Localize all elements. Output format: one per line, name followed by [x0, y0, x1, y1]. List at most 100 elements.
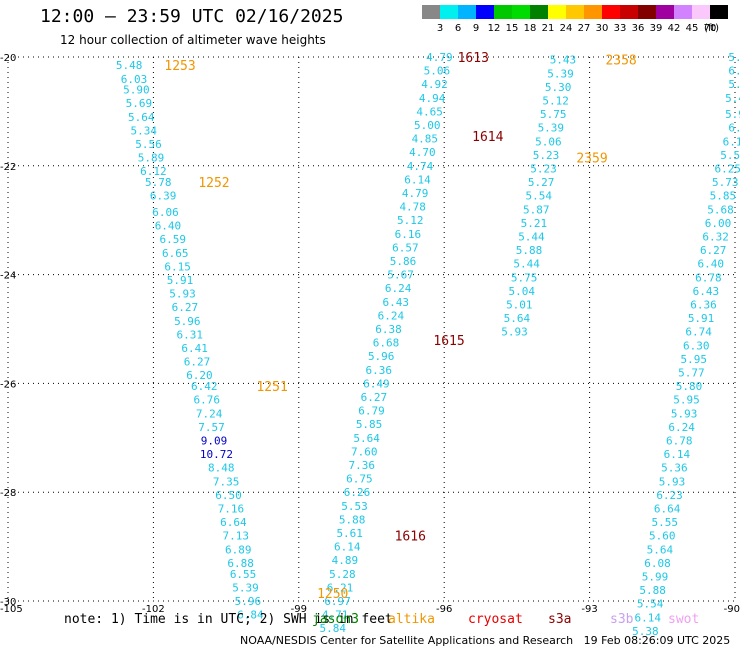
wave-height-value: 5.06 — [535, 135, 562, 148]
wave-height-value: 6.36 — [690, 299, 717, 312]
lon-tick-label: -90 — [724, 604, 740, 615]
wave-height-value: 6.1 — [723, 135, 740, 148]
legend-swatch — [476, 5, 494, 19]
wave-height-value: 4.79 — [402, 187, 429, 200]
wave-height-value: 5.64 — [504, 312, 531, 325]
legend-swatch — [512, 5, 530, 19]
wave-height-value: 5.60 — [649, 530, 676, 543]
wave-height-value: 5.88 — [516, 244, 543, 257]
lon-tick-label: -105 — [0, 604, 23, 615]
legend-label: 33 — [614, 23, 627, 34]
lat-tick-label: -30 — [0, 597, 16, 608]
wave-height-value: 5.64 — [353, 432, 380, 445]
legend-swatch — [710, 5, 728, 19]
wave-height-value: 5.56 — [135, 138, 162, 151]
wave-height-value: 6.12 — [140, 165, 167, 178]
track-time-labels: 1253 1252 1251 1250 1613 1614 1615 1616 2358 2359… — [164, 51, 740, 602]
wave-height-value: 4.89 — [332, 554, 359, 567]
wave-height-value: 5.06 — [424, 65, 451, 78]
wave-height-value: 6.16 — [395, 228, 422, 241]
wave-height-value: 6.40 — [155, 220, 182, 233]
legend-label: 39 — [650, 23, 663, 34]
map-subtitle: 12 hour collection of altimeter wave hei… — [60, 33, 326, 47]
wave-height-value: 6.31 — [177, 328, 204, 341]
satellite-tracks: 5.486.035.905.695.645.345.565.896.125.78… — [116, 51, 740, 638]
wave-height-value: 5.5 — [720, 149, 740, 162]
wave-height-value: 6.50 — [215, 489, 242, 502]
legend-label: 15 — [506, 23, 519, 34]
lat-tick-label: -22 — [0, 162, 16, 173]
wave-height-value: 7.57 — [198, 421, 225, 434]
wave-height-value: 5.00 — [414, 119, 441, 132]
legend-swatch — [602, 5, 620, 19]
wave-height-value: 6.43 — [382, 296, 409, 309]
legend-label: 21 — [542, 23, 555, 34]
legend-label: 27 — [578, 23, 591, 34]
wave-height-value: 6.42 — [191, 380, 218, 393]
wave-height-value: 6.08 — [644, 557, 671, 570]
legend-swatch — [440, 5, 458, 19]
wave-height-value: 6.49 — [363, 377, 390, 390]
wave-height-value: 6.64 — [220, 516, 247, 529]
wave-height-value: 6.36 — [366, 364, 393, 377]
wave-height-value: 6.24 — [668, 421, 695, 434]
legend-label: 12 — [488, 23, 501, 34]
wave-height-value: 5.21 — [521, 217, 548, 230]
track-time-label: 1616 — [395, 530, 426, 545]
wave-height-value: 5.84 — [319, 622, 346, 635]
lat-tick-label: -24 — [0, 271, 16, 282]
legend-swatch — [620, 5, 638, 19]
wave-height-value: 5.01 — [506, 299, 533, 312]
track-time-label: 2359 — [576, 152, 607, 167]
legend-swatch — [494, 5, 512, 19]
legend-swatch — [584, 5, 602, 19]
note-text: note: 1) Time is in UTC; 2) SWH is in fe… — [64, 612, 393, 627]
wave-height-value: 4.85 — [412, 133, 439, 146]
wave-height-value: 6.76 — [193, 394, 220, 407]
legend-label: 30 — [596, 23, 609, 34]
wave-height-value: 6.14 — [635, 611, 662, 624]
wave-height-value: 5.39 — [547, 67, 574, 80]
wave-height-value: 5.12 — [397, 214, 424, 227]
wave-height-value: 5.53 — [341, 500, 368, 513]
lon-tick-label: -99 — [291, 604, 307, 615]
wave-height-value: 5.77 — [678, 367, 705, 380]
wave-height-value: 5.78 — [145, 176, 172, 189]
legend-label: 3 — [437, 23, 443, 34]
wave-height-value: 5.91 — [167, 274, 194, 287]
wave-height-value: 6.24 — [378, 309, 405, 322]
color-legend: 3 6 9 12 15 18 21 24 27 30 33 36 39 42 45 70(ft) — [422, 5, 728, 34]
wave-height-value: 5.61 — [336, 527, 363, 540]
wave-height-value: 6.03 — [121, 73, 148, 86]
wave-height-value: 5.48 — [116, 59, 143, 72]
wave-height-value: 5.23 — [533, 149, 560, 162]
wave-height-value: 6.43 — [693, 285, 720, 298]
wave-height-value: 5.75 — [540, 108, 567, 121]
wave-height-value: 5.91 — [688, 312, 715, 325]
wave-height-value: 5.87 — [523, 203, 550, 216]
wave-height-value: 8.48 — [208, 462, 235, 475]
wave-height-value: 6.27 — [184, 356, 211, 369]
wave-height-value: 5.39 — [232, 581, 259, 594]
wave-height-value: 7.16 — [218, 503, 245, 516]
track-time-label: 1613 — [458, 51, 489, 66]
wave-height-value: 4.65 — [416, 105, 443, 118]
wave-height-value: 6.27 — [700, 244, 727, 257]
wave-height-value: 6.65 — [162, 247, 189, 260]
wave-height-value: 5.30 — [545, 81, 572, 94]
footer-credit: NOAA/NESDIS Center for Satellite Applica… — [240, 634, 731, 647]
wave-height-value: 5.44 — [513, 258, 540, 271]
wave-height-value: 6.55 — [230, 568, 257, 581]
wave-height-value: 6.39 — [150, 190, 177, 203]
wave-height-value: 5.86 — [390, 255, 417, 268]
wave-height-value: 6.23 — [656, 489, 683, 502]
wave-height-value: 4.71 — [322, 609, 349, 622]
wave-height-value: 5. — [728, 78, 740, 91]
wave-height-value: 7.60 — [351, 445, 378, 458]
legend-swatch — [674, 5, 692, 19]
wave-height-value: 5.88 — [639, 584, 666, 597]
wave-height-value: 5.04 — [508, 285, 535, 298]
wave-height-value: 6.78 — [666, 435, 693, 448]
legend-swatch — [692, 5, 710, 19]
wave-height-value: 5.43 — [550, 54, 577, 67]
